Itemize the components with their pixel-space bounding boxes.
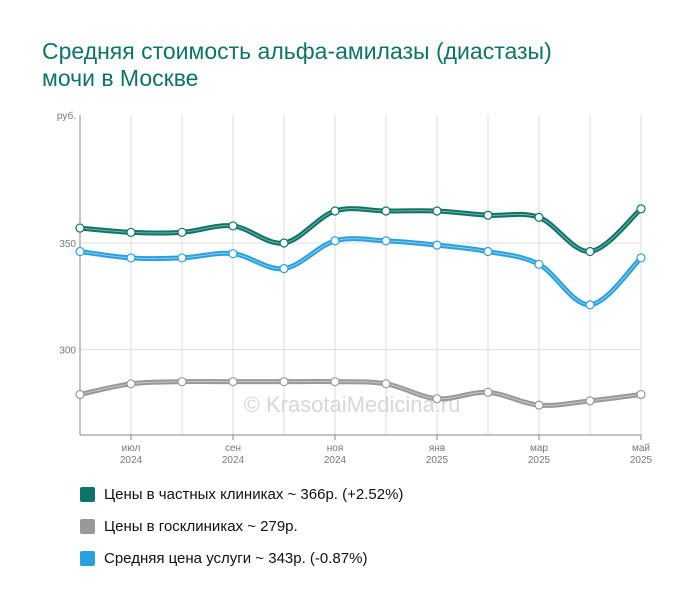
data-point-public bbox=[228, 377, 238, 387]
legend-swatch-public bbox=[80, 518, 95, 534]
data-point-private bbox=[126, 227, 136, 237]
chart-grid bbox=[79, 115, 642, 435]
data-point-average bbox=[483, 246, 493, 257]
data-point-public bbox=[585, 396, 595, 406]
data-point-private bbox=[330, 206, 340, 216]
data-point-public bbox=[330, 377, 340, 387]
data-point-average bbox=[177, 253, 187, 263]
data-point-private bbox=[228, 221, 238, 231]
legend-swatch-average bbox=[80, 550, 95, 566]
data-point-public bbox=[177, 377, 187, 387]
x-tick-label-year: 2024 bbox=[120, 455, 143, 466]
legend-item-public[interactable]: Цены в госклиниках ~ 279р. bbox=[80, 516, 403, 536]
chart-title-line2: мочи в Москве bbox=[42, 65, 199, 91]
legend-label-public: Цены в госклиниках ~ 279р. bbox=[104, 517, 298, 535]
x-tick-label-month: мар bbox=[530, 443, 548, 454]
data-point-private bbox=[432, 206, 442, 216]
data-point-private bbox=[279, 238, 289, 248]
data-point-average bbox=[585, 300, 595, 310]
chart-title: Средняя стоимость альфа-амилазы (диастаз… bbox=[42, 38, 662, 92]
data-point-private bbox=[75, 223, 85, 233]
data-point-public bbox=[534, 400, 544, 410]
data-point-private bbox=[483, 210, 493, 220]
data-point-private bbox=[177, 227, 187, 237]
data-point-average bbox=[126, 253, 136, 263]
chart-points bbox=[75, 204, 646, 410]
data-point-public bbox=[126, 379, 136, 389]
x-tick-label-month: янв bbox=[429, 443, 445, 454]
data-point-private bbox=[636, 204, 646, 214]
data-point-average bbox=[228, 249, 238, 259]
data-point-public bbox=[75, 389, 85, 400]
data-point-average bbox=[636, 253, 646, 263]
data-point-public bbox=[432, 394, 442, 404]
data-point-private bbox=[534, 212, 544, 222]
series-line-highlight-private bbox=[79, 208, 642, 253]
x-tick-label-month: май bbox=[632, 443, 650, 454]
legend-label-average: Средняя цена услуги ~ 343р. (-0.87%) bbox=[104, 549, 368, 567]
chart-series bbox=[77, 206, 644, 408]
x-tick-label-year: 2025 bbox=[630, 455, 653, 466]
chart-legend: Цены в частных клиниках ~ 366р. (+2.52%)… bbox=[80, 484, 403, 580]
data-point-public bbox=[279, 377, 289, 387]
x-tick-label-month: сен bbox=[225, 443, 241, 454]
data-point-average bbox=[534, 259, 544, 269]
data-point-private bbox=[381, 206, 391, 216]
legend-swatch-private bbox=[80, 486, 95, 502]
data-point-average bbox=[381, 236, 391, 246]
chart-axes: 300350руб.июл2024сен2024ноя2024янв2025ма… bbox=[57, 110, 653, 466]
data-point-private bbox=[585, 246, 595, 257]
legend-label-private: Цены в частных клиниках ~ 366р. (+2.52%) bbox=[104, 485, 404, 503]
x-tick-label-year: 2024 bbox=[324, 455, 347, 466]
legend-item-average[interactable]: Средняя цена услуги ~ 343р. (-0.87%) bbox=[80, 548, 403, 568]
y-tick-label: 350 bbox=[59, 239, 76, 250]
x-tick-label-year: 2024 bbox=[222, 455, 245, 466]
data-point-public bbox=[381, 379, 391, 389]
series-line-highlight-average bbox=[79, 238, 642, 306]
x-tick-label-month: ноя bbox=[327, 443, 344, 454]
data-point-public bbox=[483, 387, 493, 397]
data-point-average bbox=[279, 264, 289, 274]
x-tick-label-month: июл bbox=[122, 443, 141, 454]
y-tick-label: 300 bbox=[59, 346, 76, 357]
data-point-average bbox=[330, 236, 340, 246]
data-point-public bbox=[636, 389, 646, 400]
series-line-average bbox=[77, 236, 644, 308]
y-axis-label: руб. bbox=[57, 110, 76, 122]
x-tick-label-year: 2025 bbox=[528, 455, 551, 466]
data-point-average bbox=[75, 246, 85, 257]
chart-title-line1: Средняя стоимость альфа-амилазы (диастаз… bbox=[42, 38, 552, 64]
legend-item-private[interactable]: Цены в частных клиниках ~ 366р. (+2.52%) bbox=[80, 484, 403, 504]
x-tick-label-year: 2025 bbox=[426, 455, 449, 466]
data-point-average bbox=[432, 240, 442, 250]
line-chart: © KrasotaiMedicina.ru 300350руб.июл2024с… bbox=[57, 110, 653, 466]
